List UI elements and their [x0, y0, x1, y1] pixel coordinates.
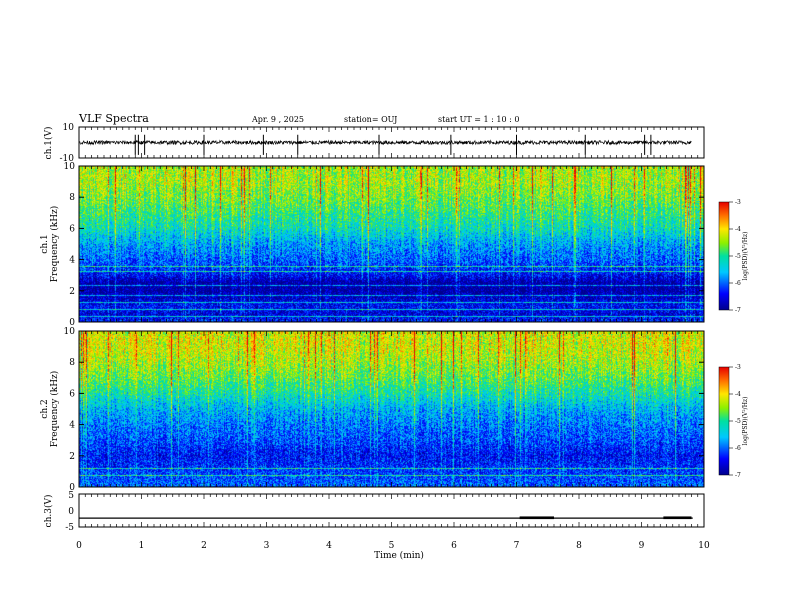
waveform-trace [78, 139, 692, 146]
freq-tick-label: 6 [69, 224, 75, 234]
station-label: station= OUJ [344, 115, 397, 124]
x-tick-label: 6 [451, 541, 457, 551]
freq-tick-label: 6 [69, 389, 75, 399]
colorbar-ch1: -3 -4 -5 -6 -7 log(PSD)(V²/Hz) [718, 199, 749, 314]
colorbar-tick-label: -3 [735, 199, 741, 206]
freq-tick-label: 10 [64, 327, 76, 337]
ch2-freq-ylabel: Frequency (kHz) [49, 371, 60, 448]
colorbar-tick-label: -3 [735, 364, 741, 371]
x-tick-label: 4 [326, 541, 332, 551]
ch1-waveform-panel: 10 -10 ch.1(V) [43, 123, 705, 164]
freq-tick-label: 8 [69, 193, 75, 203]
ch1-freq-ticks: 0 2 4 6 8 10 [64, 162, 704, 328]
spectrogram-image [79, 331, 704, 487]
chart-title: VLF Spectra [78, 112, 149, 125]
ch1-spectrogram-panel: 0 2 4 6 8 10 ch.1 Frequency (kHz) [40, 162, 705, 328]
colorbar-ch2: -3 -4 -5 -6 -7 log(PSD)(V²/Hz) [718, 364, 749, 479]
colorbar-tick-label: -5 [735, 253, 741, 260]
x-tick-label: 0 [76, 541, 82, 551]
colorbar-ch2-ticks: -3 -4 -5 -6 -7 [729, 364, 741, 479]
ch3-pulse [663, 516, 692, 520]
ch1-freq-ylabel: Frequency (kHz) [49, 206, 60, 283]
ch2-spectrogram-heatmap [79, 331, 704, 487]
freq-tick-label: 2 [69, 287, 75, 297]
freq-tick-label: 10 [64, 162, 76, 172]
colorbar-tick-label: -7 [735, 307, 741, 314]
x-tick-label: 3 [264, 541, 270, 551]
ch3-ytick-minus5: -5 [65, 523, 74, 533]
colorbar-ch2-label: log(PSD)(V²/Hz) [742, 397, 749, 446]
colorbar-ch1-label: log(PSD)(V²/Hz) [742, 232, 749, 281]
x-tick-label: 1 [139, 541, 145, 551]
ch1-ytick-bottom: -10 [60, 154, 75, 164]
ch3-ylabel: ch.3(V) [43, 495, 54, 528]
freq-tick-label: 0 [69, 483, 75, 493]
freq-tick-label: 2 [69, 452, 75, 462]
ch3-ytick-0: 0 [68, 507, 74, 517]
ch2-spectrogram-panel: 0 2 4 6 8 10 ch.2 Frequency (kHz) [40, 327, 705, 493]
colorbar-tick-label: -6 [735, 445, 741, 452]
ch1-waveform-line [78, 134, 692, 155]
freq-tick-label: 4 [69, 256, 75, 266]
colorbar-tick-label: -7 [735, 472, 741, 479]
colorbar-ch1-ticks: -3 -4 -5 -6 -7 [729, 199, 741, 314]
date-label: Apr. 9 , 2025 [251, 115, 304, 124]
ch2-freq-ylabel-ch: ch.2 [40, 399, 50, 418]
ch1-ytick-top: 10 [63, 123, 75, 133]
freq-tick-label: 4 [69, 421, 75, 431]
ch2-freq-ticks: 0 2 4 6 8 10 [64, 327, 704, 493]
ch3-ytick-5: 5 [68, 491, 74, 501]
ch1-ylabel: ch.1(V) [43, 127, 54, 160]
ch3-trace [79, 516, 693, 520]
x-axis-label: Time (min) [374, 550, 424, 561]
ch3-panel: 5 0 -5 ch.3(V) [43, 491, 705, 533]
x-tick-label: 9 [639, 541, 645, 551]
ch1-freq-ylabel-ch: ch.1 [40, 234, 50, 253]
colorbar-tick-label: -5 [735, 418, 741, 425]
freq-tick-label: 0 [69, 318, 75, 328]
x-tick-label: 8 [576, 541, 582, 551]
x-tick-label: 10 [698, 541, 710, 551]
colorbar-tick-label: -6 [735, 280, 741, 287]
spectrogram-image [79, 166, 704, 322]
freq-tick-label: 8 [69, 358, 75, 368]
x-axis-ticks: 0 1 2 3 4 5 6 7 8 9 10 [76, 127, 710, 551]
colorbar-tick-label: -4 [735, 391, 741, 398]
ch1-spectrogram-heatmap [79, 166, 704, 322]
x-tick-label: 5 [389, 541, 395, 551]
start-time-label: start UT = 1 : 10 : 0 [438, 115, 519, 124]
colorbar-tick-label: -4 [735, 226, 741, 233]
x-tick-label: 7 [514, 541, 520, 551]
ch3-pulse [519, 516, 554, 520]
x-tick-label: 2 [201, 541, 207, 551]
